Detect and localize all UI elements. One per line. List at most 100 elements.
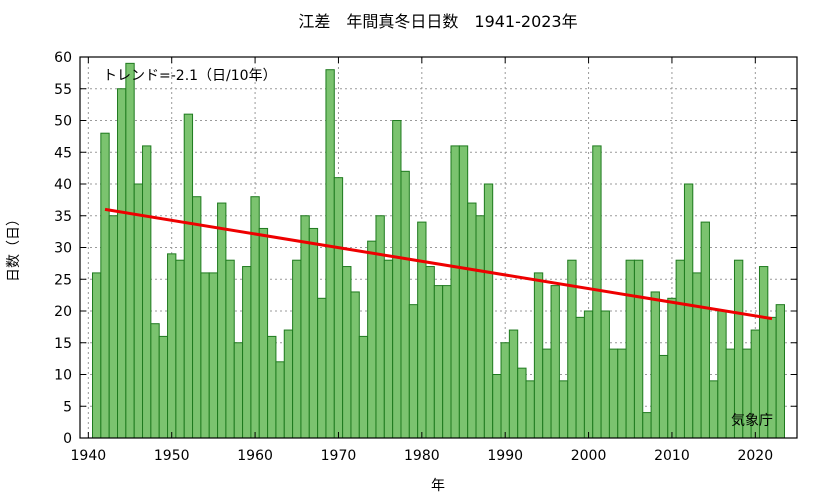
y-tick-label: 25: [54, 272, 72, 288]
x-axis-ticks: 1940 1950 1960 1970 1980 1990 2000 2010 2020: [71, 57, 773, 464]
bar-2005: [625, 259, 635, 439]
bar-1990: [500, 342, 510, 439]
bar-1959: [242, 266, 252, 439]
bar-1970: [333, 177, 344, 439]
bar-1941: [92, 272, 102, 439]
bar-2007: [642, 412, 652, 439]
y-tick-label: 5: [63, 399, 72, 415]
bar-1979: [408, 304, 419, 439]
bar-1996: [550, 285, 560, 439]
bar-1958: [233, 342, 244, 439]
x-axis-label: 年: [431, 478, 445, 494]
bar-2014: [700, 221, 710, 439]
y-axis-ticks: 0 5 10 15 20 25 30 35 40 45 50 55 60: [54, 50, 797, 447]
y-tick-label: 50: [54, 114, 72, 130]
bar-1999: [575, 316, 585, 439]
bar-1944: [117, 88, 127, 439]
y-tick-label: 30: [54, 241, 72, 257]
bar-1986: [467, 202, 477, 439]
bar-2001: [592, 145, 602, 439]
x-tick-label: 1950: [154, 448, 190, 464]
bar-2018: [733, 259, 744, 439]
bar-2009: [658, 354, 669, 439]
y-tick-label: 60: [54, 50, 72, 66]
bar-1973: [358, 335, 369, 439]
bar-1969: [325, 69, 335, 439]
bar-1984: [450, 145, 460, 439]
bar-1995: [542, 348, 552, 439]
bar-1972: [350, 291, 360, 439]
bar-2015: [708, 380, 719, 439]
bar-1968: [317, 297, 327, 439]
x-tick-label: 1990: [487, 448, 523, 464]
bar-2016: [717, 310, 727, 439]
bar-1945: [125, 62, 135, 439]
bar-1980: [417, 221, 427, 439]
bar-1951: [175, 259, 185, 439]
x-tick-label: 1970: [321, 448, 357, 464]
x-tick-label: 1940: [71, 448, 107, 464]
bar-1992: [517, 367, 527, 439]
y-tick-label: 55: [54, 82, 72, 98]
bar-1971: [342, 266, 352, 439]
y-tick-label: 35: [54, 209, 72, 225]
bar-1961: [258, 227, 269, 439]
x-tick-label: 1960: [237, 448, 273, 464]
bar-1976: [383, 259, 394, 439]
bar-1975: [375, 215, 385, 439]
bar-2004: [617, 348, 627, 439]
bar-1955: [208, 272, 219, 439]
bar-1985: [458, 145, 469, 439]
bar-2013: [692, 272, 702, 439]
bar-2006: [633, 259, 644, 439]
bar-1982: [433, 285, 444, 439]
y-tick-label: 45: [54, 145, 72, 161]
bar-2010: [667, 297, 677, 439]
bar-1981: [425, 266, 435, 439]
bar-1966: [300, 215, 310, 439]
bar-1952: [183, 113, 194, 439]
bar-1993: [525, 380, 535, 439]
bar-2003: [608, 348, 619, 439]
trend-label: トレンド=-2.1（日/10年）: [103, 68, 277, 84]
x-tick-label: 2000: [571, 448, 607, 464]
x-tick-label: 2010: [654, 448, 690, 464]
bar-1974: [367, 240, 377, 439]
trend-line: [104, 207, 773, 321]
bar-1994: [533, 272, 544, 439]
bar-1987: [475, 215, 485, 439]
bar-1957: [225, 259, 235, 439]
x-tick-label: 1980: [404, 448, 440, 464]
bar-1991: [508, 329, 519, 439]
bar-2023: [775, 304, 785, 439]
bar-1946: [133, 183, 144, 439]
bar-1942: [100, 132, 110, 439]
bar-1964: [283, 329, 294, 439]
y-axis-label: 日数（日）: [6, 212, 22, 282]
y-tick-label: 20: [54, 304, 72, 320]
bar-1962: [267, 335, 277, 439]
bar-1963: [275, 361, 285, 439]
bar-2012: [683, 183, 694, 439]
bar-1948: [150, 323, 160, 439]
bar-2002: [600, 310, 610, 439]
bar-1997: [558, 380, 569, 439]
bar-1978: [400, 170, 410, 439]
bar-1950: [167, 253, 177, 439]
bar-1977: [392, 120, 402, 439]
bar-1943: [108, 215, 119, 439]
bar-1953: [192, 196, 202, 439]
bar-1947: [142, 145, 152, 439]
bar-1965: [292, 259, 302, 439]
bar-1954: [200, 272, 210, 439]
bar-1967: [308, 227, 319, 439]
bar-1949: [158, 335, 169, 439]
x-tick-label: 2020: [737, 448, 773, 464]
y-tick-label: 15: [54, 336, 72, 352]
trend-layer: [104, 207, 773, 321]
bar-1956: [217, 202, 227, 439]
bar-2008: [650, 291, 660, 439]
credit-label: 気象庁: [731, 413, 773, 429]
bar-1988: [483, 183, 494, 439]
